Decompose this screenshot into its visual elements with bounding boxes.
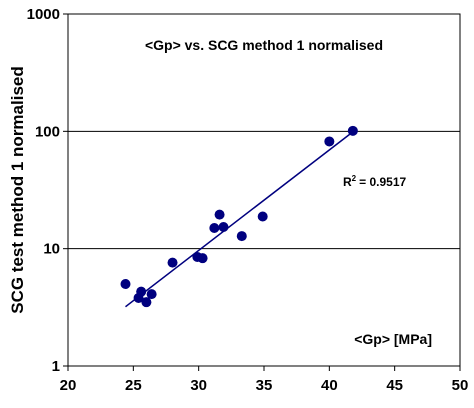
x-tick-label: 25 — [125, 377, 142, 394]
chart-title: <Gp> vs. SCG method 1 normalised — [145, 37, 383, 53]
data-point — [257, 211, 268, 222]
data-point — [146, 289, 157, 300]
y-axis-label: SCG test method 1 normalised — [8, 66, 27, 314]
data-point — [347, 125, 358, 136]
y-ticks: 1 10 100 1000 — [27, 6, 68, 375]
data-point — [236, 231, 247, 242]
x-tick-label: 40 — [321, 377, 338, 394]
data-point — [218, 221, 229, 232]
r-squared-value: = 0.9517 — [359, 175, 406, 189]
y-tick-label: 1 — [52, 358, 60, 375]
x-axis-label: <Gp> [MPa] — [354, 331, 432, 347]
r-squared-r: R — [343, 175, 352, 189]
gridlines — [68, 130, 460, 250]
data-points — [120, 125, 358, 308]
x-ticks: 20 25 30 35 40 45 50 — [60, 366, 469, 394]
y-tick-label: 10 — [43, 241, 60, 258]
trendline — [125, 131, 354, 308]
data-point — [167, 257, 178, 268]
y-tick-label: 1000 — [27, 6, 60, 23]
data-point — [324, 136, 335, 147]
data-point — [209, 223, 220, 234]
y-tick-label: 100 — [35, 123, 60, 140]
data-point — [197, 253, 208, 264]
r-squared-label: R2 = 0.9517 — [343, 174, 406, 189]
x-tick-label: 35 — [256, 377, 273, 394]
x-tick-label: 30 — [190, 377, 207, 394]
plot-frame — [67, 13, 461, 367]
data-point — [141, 297, 152, 308]
r-squared-sup: 2 — [352, 174, 357, 183]
data-point — [214, 209, 225, 220]
x-tick-label: 20 — [60, 377, 77, 394]
x-tick-label: 50 — [452, 377, 469, 394]
data-point — [136, 286, 147, 297]
data-point — [120, 278, 131, 289]
x-tick-label: 45 — [386, 377, 403, 394]
